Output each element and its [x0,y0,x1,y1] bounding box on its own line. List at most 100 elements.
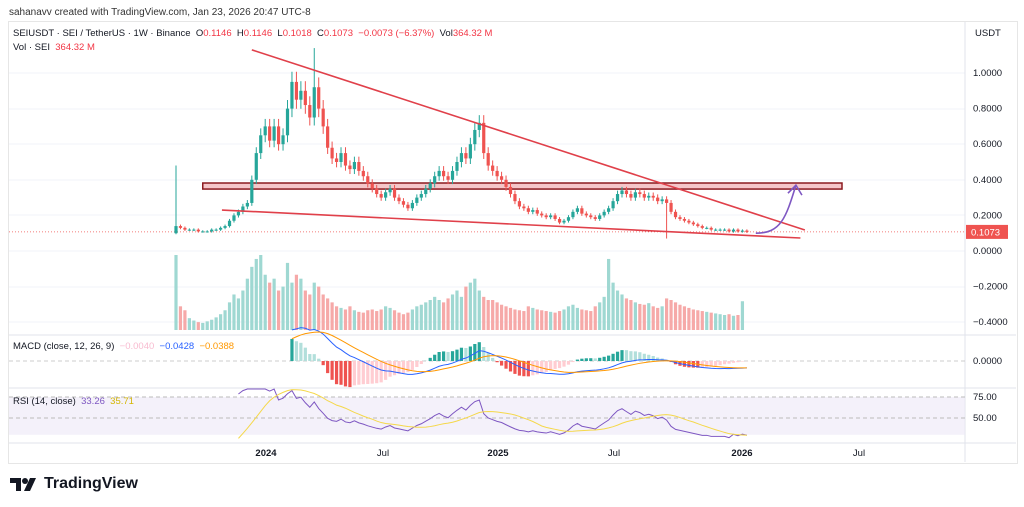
rsi-ma-value: 35.71 [110,396,134,407]
macd-histogram-bar [575,359,579,361]
candle-body [268,126,272,141]
volume-bar [419,304,423,330]
candle-body [575,208,579,212]
volume-bar [379,309,383,330]
volume-bar [259,255,263,330]
candle-body [401,201,406,205]
rsi-legend-label[interactable]: RSI (14, close) [13,396,76,407]
candle-body [504,179,508,187]
macd-histogram-bar [589,358,593,361]
volume-bar [513,309,517,330]
volume-bar [651,306,655,330]
candle-body [549,215,553,218]
volume-bar [571,304,575,330]
candle-body [223,226,227,228]
macd-signal-line [291,331,747,373]
candle-body [468,144,472,159]
candle-body [352,162,356,170]
volume-bar [477,290,481,330]
volume-bar [499,304,504,330]
macd-histogram-bar [388,361,392,377]
candle-body [281,135,285,145]
macd-histogram-bar [370,361,374,384]
volume-bar [535,309,539,330]
currency-unit[interactable]: USDT [975,28,1001,39]
volume-bar [214,317,218,330]
candle-body [731,229,736,232]
volume-bar [598,302,602,330]
rsi-tick-label: 50.00 [973,413,997,424]
low-value: 0.1018 [282,28,312,39]
candle-body [214,229,218,231]
candle-body [263,126,267,136]
candle-body [482,122,486,154]
volume-bar [401,314,406,330]
volume-bar [593,306,597,330]
volume-legend-label[interactable]: Vol · SEI [13,42,50,53]
macd-histogram-bar [455,349,459,361]
volume-bar [250,266,254,330]
volume-bar [727,314,731,330]
macd-histogram-bar [334,361,339,385]
candle-body [366,176,370,184]
candle-body [415,197,419,203]
macd-histogram-bar [526,361,530,377]
macd-histogram-bar [308,354,312,361]
open-value: 0.1146 [203,28,232,39]
candle-body [348,165,352,170]
volume-bar [491,300,495,330]
macd-histogram-bar [727,361,731,364]
rsi-line [238,388,748,439]
macd-histogram-bar [464,347,468,361]
volume-bar [406,312,410,330]
macd-histogram-bar [442,351,446,361]
candle-body [183,227,187,230]
candle-body [294,81,299,100]
candle-body [544,215,548,218]
volume-bar [682,306,687,330]
candle-body [540,213,544,216]
volume-bar [272,278,276,330]
volume-bar [308,294,312,330]
macd-histogram-bar [419,361,423,365]
candle-body [705,227,709,229]
volume-bar [236,298,241,330]
volume-bar [299,278,303,330]
candle-body [459,153,464,162]
macd-histogram-bar [317,358,321,361]
volume-bar [504,306,508,330]
candle-body [241,206,245,212]
rsi-band [9,397,965,435]
macd-histogram-bar [615,351,620,361]
macd-legend-label[interactable]: MACD (close, 12, 26, 9) [13,341,115,352]
volume-bar [450,294,455,330]
volume-bar [321,294,325,330]
volume-bar [615,290,620,330]
candle-body [624,190,629,195]
candle-body [455,162,459,171]
macd-histogram-bar [740,361,745,362]
volume-bar [624,298,629,330]
candle-body [227,220,232,227]
trendline [221,209,801,239]
volume-bar [178,306,183,330]
volume-bar [508,307,513,330]
macd-histogram-bar [459,347,464,361]
candle-body [620,190,624,195]
macd-histogram-bar [326,361,330,374]
volume-bar [522,311,526,330]
candle-body [607,208,611,212]
macd-histogram-bar [312,354,316,361]
last-price-badge [966,224,1008,239]
macd-histogram-bar [294,341,299,361]
candle-body [531,210,535,212]
candle-body [339,153,343,162]
macd-histogram-bar [584,358,588,361]
volume-bar [446,298,450,330]
volume-bar [562,309,566,330]
volume-bar [549,311,553,330]
symbol-title[interactable]: SEIUSDT · SEI / TetherUS · 1W · Binance [13,28,191,39]
candle-body [727,229,731,232]
macd-histogram-bar [580,358,584,361]
